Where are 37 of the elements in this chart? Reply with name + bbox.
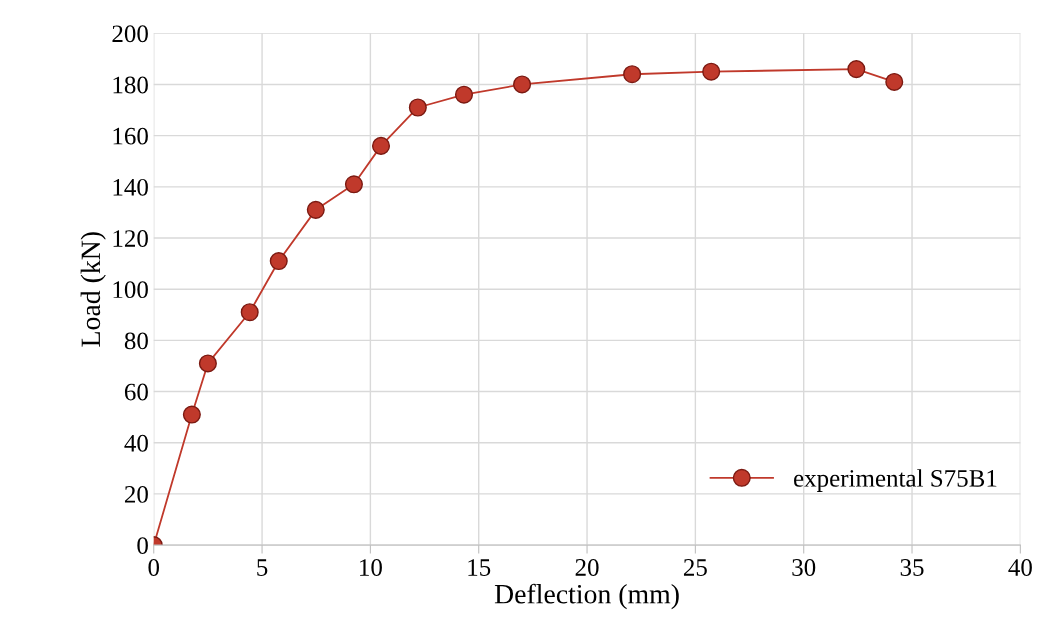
y-tick-label: 160 (113, 127, 148, 145)
y-tick-label: 60 (124, 383, 148, 401)
point (885, 72, 904, 91)
point (240, 303, 259, 322)
x-tick-label: 30 (792, 559, 816, 576)
legend-label: experimental S75B1 (794, 469, 997, 492)
x-tick-label: 10 (360, 559, 382, 576)
point (408, 98, 427, 117)
point (623, 65, 642, 84)
y-tick-label: 200 (112, 25, 148, 43)
y-tick-label: 40 (124, 434, 148, 452)
point (847, 60, 866, 79)
point (702, 62, 721, 81)
y-tick-label: 80 (124, 332, 148, 350)
point (371, 136, 391, 155)
point (344, 175, 363, 194)
point (269, 252, 288, 271)
point (182, 405, 201, 424)
point (306, 200, 325, 219)
point (198, 354, 217, 373)
x-axis-title: Deflection (mm) (494, 583, 679, 610)
point (454, 85, 474, 104)
y-tick-label: 20 (124, 485, 148, 503)
y-tick-label: 180 (113, 76, 148, 94)
x-tick-label: 5 (257, 559, 268, 576)
x-tick-label: 15 (468, 559, 491, 576)
y-tick-label: 140 (113, 178, 148, 196)
y-axis-title: Load (kN) (80, 232, 106, 347)
y-tick-label: 100 (113, 281, 148, 299)
x-tick-label: 25 (683, 559, 707, 576)
x-tick-label: 0 (148, 559, 160, 576)
y-tick-label: 0 (137, 537, 148, 555)
x-tick-label: 20 (575, 559, 599, 576)
x-tick-label: 40 (1008, 559, 1032, 576)
point (513, 75, 532, 94)
y-tick-label: 120 (113, 230, 148, 247)
x-tick-label: 35 (900, 559, 924, 576)
